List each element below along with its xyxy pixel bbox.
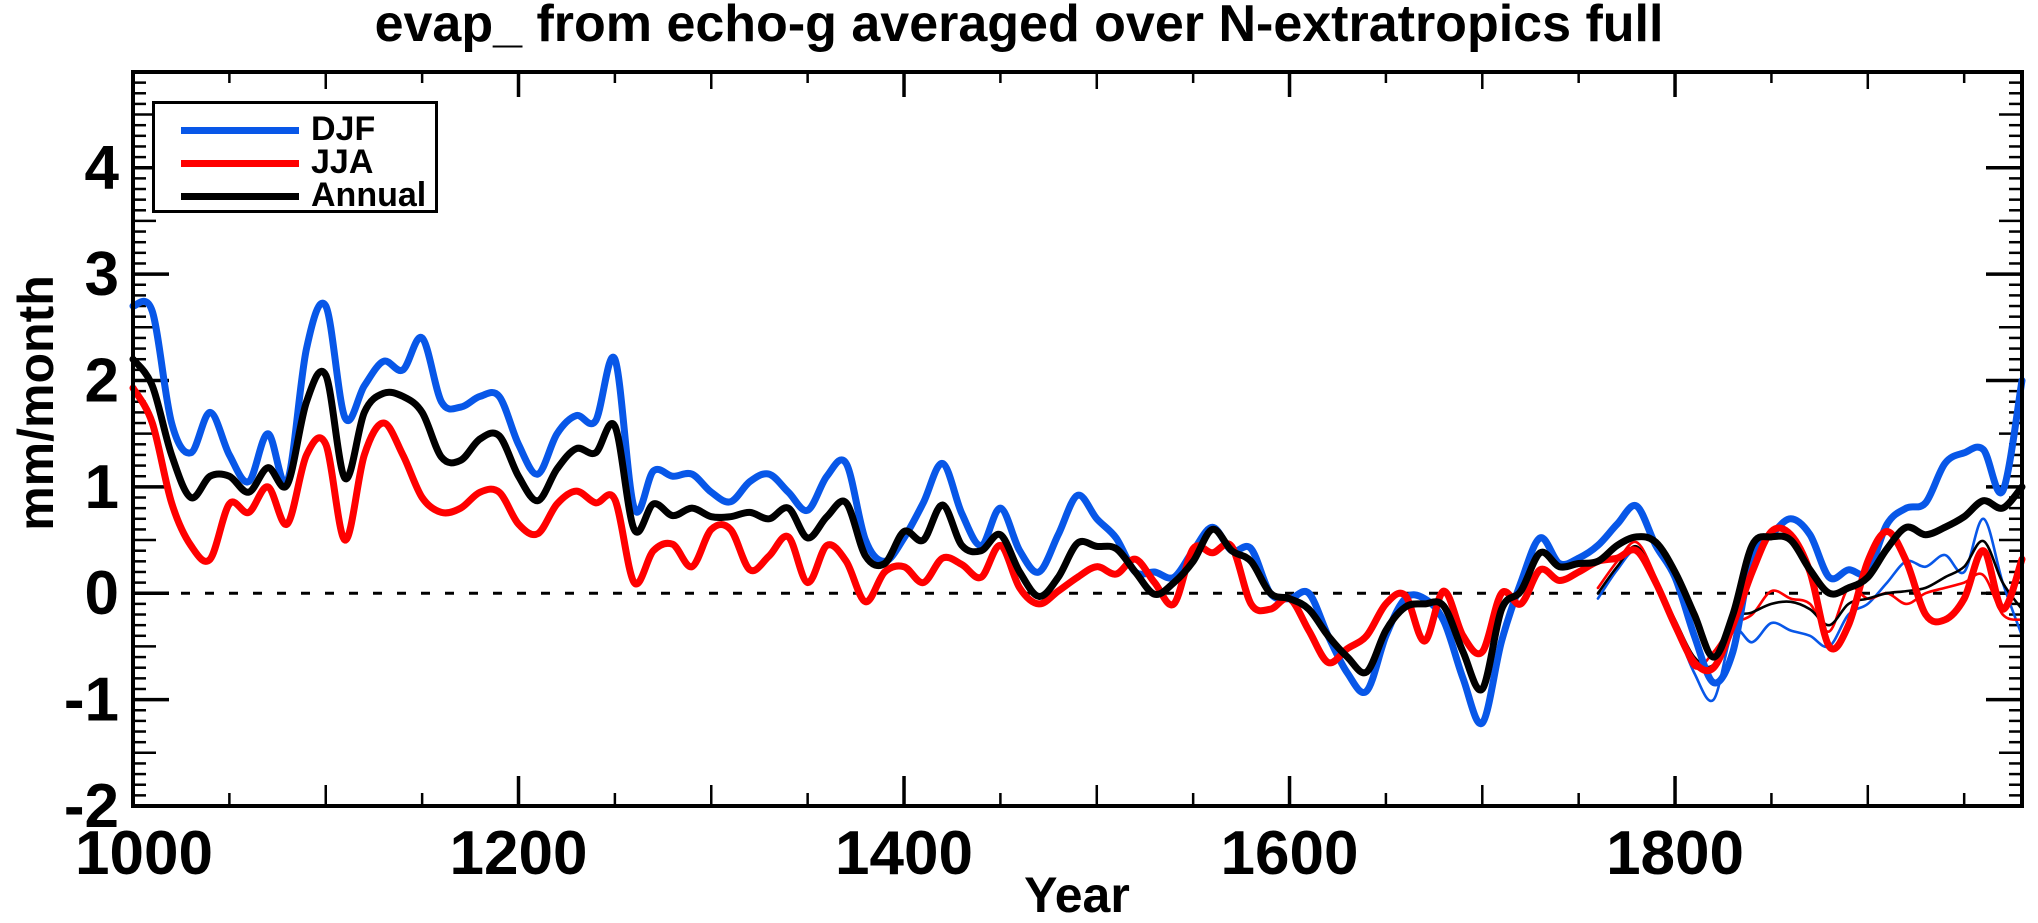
x-tick-label: 1000 bbox=[75, 819, 213, 888]
plot-frame bbox=[131, 70, 2024, 808]
y-tick-label: 0 bbox=[85, 559, 119, 628]
djf-curve bbox=[129, 297, 2026, 728]
y-tick-label: 1 bbox=[85, 453, 119, 522]
legend-item-djf: DJF bbox=[155, 110, 435, 148]
y-tick-label: 3 bbox=[85, 240, 119, 309]
legend-label-jja: JJA bbox=[311, 143, 374, 181]
y-tick-label: -2 bbox=[64, 772, 119, 841]
y-tick-label: 4 bbox=[85, 134, 120, 203]
x-tick-label: 1800 bbox=[1606, 819, 1744, 888]
legend: DJF JJA Annual bbox=[152, 101, 438, 213]
x-tick-label: 1600 bbox=[1221, 819, 1359, 888]
jja-line-swatch bbox=[181, 160, 299, 167]
legend-label-djf: DJF bbox=[311, 110, 376, 148]
legend-item-annual: Annual bbox=[155, 176, 435, 214]
y-tick-label: -1 bbox=[64, 666, 119, 735]
x-tick-label: 1400 bbox=[835, 819, 973, 888]
legend-label-annual: Annual bbox=[311, 176, 427, 214]
x-axis-title: Year bbox=[1024, 867, 1130, 923]
chart-title: evap_ from echo-g averaged over N-extrat… bbox=[374, 0, 1664, 53]
annual-curve bbox=[129, 355, 2026, 694]
djf-line-swatch bbox=[181, 127, 299, 134]
y-axis-title: mm/month bbox=[8, 275, 64, 531]
x-tick-label: 1200 bbox=[450, 819, 588, 888]
legend-item-jja: JJA bbox=[155, 143, 435, 181]
y-tick-label: 2 bbox=[85, 346, 119, 415]
jja-curve bbox=[129, 384, 2026, 675]
annual-line-swatch bbox=[181, 193, 299, 200]
